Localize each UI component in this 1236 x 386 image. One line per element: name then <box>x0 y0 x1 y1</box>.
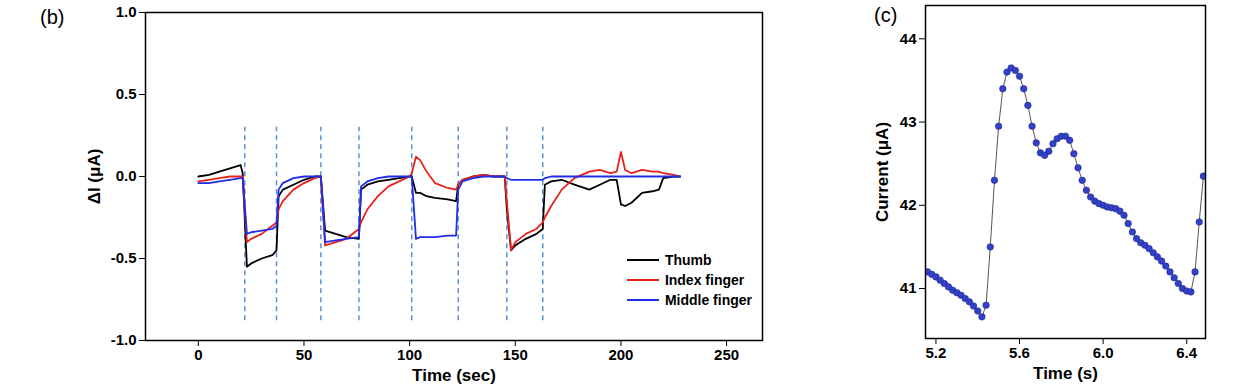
svg-text:41: 41 <box>900 279 917 296</box>
svg-text:6.4: 6.4 <box>1176 344 1198 361</box>
svg-text:ΔI (μA): ΔI (μA) <box>85 149 104 205</box>
svg-text:Time (sec): Time (sec) <box>412 366 496 385</box>
svg-text:5.2: 5.2 <box>926 344 947 361</box>
html-text:Thumb: Thumb <box>664 252 712 268</box>
svg-text:250: 250 <box>714 346 739 363</box>
svg-text:-1.0: -1.0 <box>111 331 137 348</box>
html-text:(b): (b) <box>40 6 65 28</box>
svg-text:43: 43 <box>900 113 917 130</box>
svg-text:42: 42 <box>900 196 917 213</box>
svg-text:0.0: 0.0 <box>116 167 137 184</box>
svg-text:0.5: 0.5 <box>116 85 137 102</box>
svg-text:1.0: 1.0 <box>116 3 137 20</box>
svg-text:0: 0 <box>194 346 202 363</box>
html-text:Middle finger: Middle finger <box>664 292 752 308</box>
html-text:(c): (c) <box>874 4 898 26</box>
svg-text:Time (s): Time (s) <box>1033 364 1098 383</box>
svg-text:Current (μA): Current (μA) <box>873 122 892 222</box>
svg-text:44: 44 <box>900 30 917 47</box>
svg-text:50: 50 <box>296 346 313 363</box>
svg-text:100: 100 <box>397 346 422 363</box>
svg-text:200: 200 <box>608 346 633 363</box>
svg-text:-0.5: -0.5 <box>111 249 137 266</box>
svg-text:6.0: 6.0 <box>1093 344 1114 361</box>
svg-text:150: 150 <box>503 346 528 363</box>
svg-text:5.6: 5.6 <box>1009 344 1030 361</box>
html-text:Index finger: Index finger <box>664 272 745 288</box>
